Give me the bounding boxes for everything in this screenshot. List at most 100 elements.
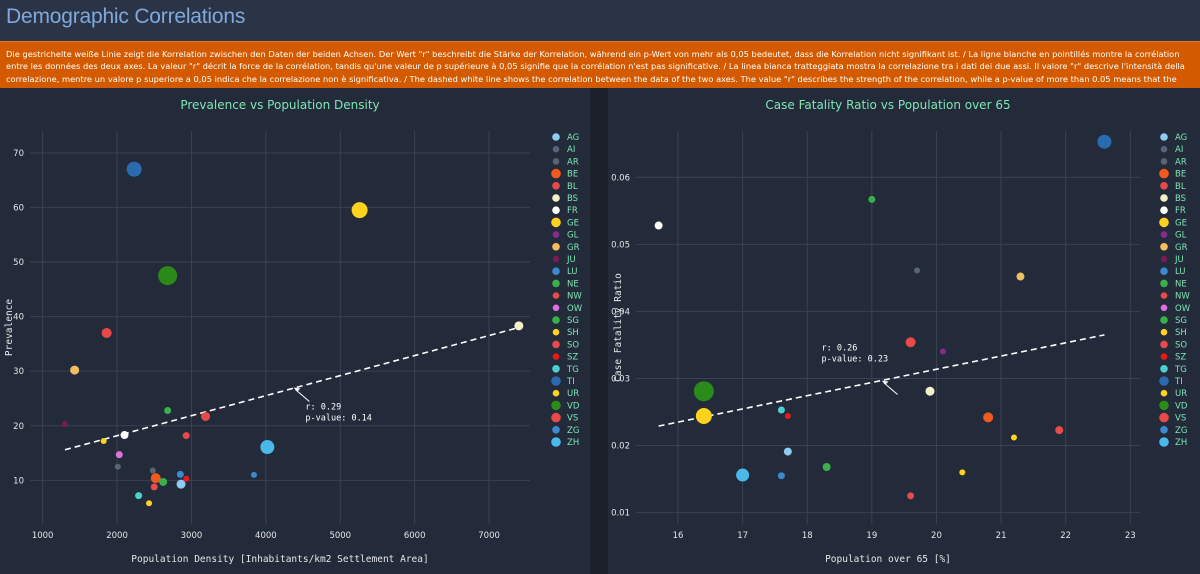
legend-marker-bl[interactable] <box>1160 182 1168 190</box>
data-point-bs[interactable] <box>514 321 524 331</box>
data-point-so[interactable] <box>182 432 190 440</box>
legend-label-ai[interactable]: AI <box>567 145 575 155</box>
legend-marker-sg[interactable] <box>1160 316 1168 324</box>
data-point-bl[interactable] <box>201 411 211 421</box>
legend-label-so[interactable]: SO <box>567 340 579 350</box>
legend-label-ow[interactable]: OW <box>1175 304 1191 314</box>
legend-label-zh[interactable]: ZH <box>1175 438 1187 448</box>
legend-label-ne[interactable]: NE <box>567 279 579 289</box>
legend-marker-ag[interactable] <box>552 133 560 141</box>
data-point-ge[interactable] <box>351 202 368 219</box>
data-point-gr[interactable] <box>1016 272 1025 281</box>
legend-label-sh[interactable]: SH <box>567 328 579 338</box>
legend-label-sh[interactable]: SH <box>1175 328 1187 338</box>
legend-marker-ar[interactable] <box>552 158 560 165</box>
data-point-ur[interactable] <box>100 438 107 445</box>
legend-label-vs[interactable]: VS <box>567 414 578 424</box>
legend-marker-ti[interactable] <box>551 376 561 386</box>
data-point-ne[interactable] <box>868 195 876 203</box>
legend-label-vs[interactable]: VS <box>1175 414 1186 424</box>
legend-label-gl[interactable]: GL <box>567 231 579 241</box>
legend-label-so[interactable]: SO <box>1175 340 1187 350</box>
data-point-fr[interactable] <box>120 431 129 440</box>
data-point-ti[interactable] <box>126 161 142 177</box>
legend-marker-ag[interactable] <box>1160 133 1168 141</box>
legend-marker-fr[interactable] <box>552 206 560 214</box>
legend-marker-ge[interactable] <box>1159 217 1169 228</box>
legend-marker-so[interactable] <box>552 340 560 349</box>
legend-label-ur[interactable]: UR <box>567 389 579 399</box>
legend-marker-ai[interactable] <box>1160 145 1168 153</box>
data-point-bs[interactable] <box>925 386 935 396</box>
data-point-sh[interactable] <box>959 469 966 476</box>
legend-label-zg[interactable]: ZG <box>567 426 579 436</box>
legend-label-ai[interactable]: AI <box>1175 145 1183 155</box>
legend-marker-sz[interactable] <box>1160 353 1168 360</box>
legend-marker-vd[interactable] <box>551 400 561 411</box>
legend-label-ar[interactable]: AR <box>567 157 579 167</box>
data-point-ur[interactable] <box>1011 434 1017 441</box>
data-point-ow[interactable] <box>115 451 123 459</box>
data-point-nw[interactable] <box>150 483 158 491</box>
data-point-fr[interactable] <box>654 221 663 230</box>
legend-label-ju[interactable]: JU <box>566 255 576 265</box>
legend-label-tg[interactable]: TG <box>566 365 579 375</box>
data-point-ne[interactable] <box>164 406 172 414</box>
data-point-vs[interactable] <box>101 327 112 338</box>
legend-label-sz[interactable]: SZ <box>567 353 578 363</box>
legend-label-lu[interactable]: LU <box>567 267 578 277</box>
legend-label-be[interactable]: BE <box>567 170 578 180</box>
legend-marker-lu[interactable] <box>1160 267 1168 275</box>
legend-label-sg[interactable]: SG <box>567 316 579 326</box>
legend-label-vd[interactable]: VD <box>567 401 580 411</box>
legend-marker-ju[interactable] <box>1160 255 1168 263</box>
legend-marker-so[interactable] <box>1160 340 1168 349</box>
legend-label-sg[interactable]: SG <box>1175 316 1187 326</box>
legend-label-ti[interactable]: TI <box>566 377 575 387</box>
data-point-sh[interactable] <box>146 500 153 507</box>
legend-marker-bl[interactable] <box>552 182 560 190</box>
legend-label-gr[interactable]: GR <box>1175 243 1188 253</box>
legend-marker-ju[interactable] <box>552 255 560 263</box>
chart-cfr-vs-population-65[interactable]: Case Fatality Ratio vs Population over 6… <box>608 88 1200 574</box>
legend-label-ju[interactable]: JU <box>1174 255 1184 265</box>
legend-marker-ne[interactable] <box>552 279 560 288</box>
legend-marker-gl[interactable] <box>552 231 560 238</box>
legend-label-ur[interactable]: UR <box>1175 389 1187 399</box>
legend-marker-zg[interactable] <box>552 426 560 434</box>
data-point-be[interactable] <box>983 412 994 423</box>
data-point-tg[interactable] <box>135 492 143 500</box>
legend-marker-gr[interactable] <box>552 243 560 251</box>
legend-marker-tg[interactable] <box>552 365 560 373</box>
legend-label-bl[interactable]: BL <box>1175 182 1186 192</box>
data-point-tg[interactable] <box>777 406 785 414</box>
data-point-zg[interactable] <box>250 471 257 478</box>
data-point-ti[interactable] <box>1097 134 1112 149</box>
chart-prevalence-vs-density[interactable]: Prevalence vs Population Density 1000 2000… <box>0 88 590 574</box>
legend-marker-sh[interactable] <box>552 328 560 336</box>
legend-label-nw[interactable]: NW <box>1175 292 1190 302</box>
data-point-ai[interactable] <box>914 267 921 274</box>
data-point-vs[interactable] <box>1055 426 1064 435</box>
legend-label-zg[interactable]: ZG <box>1175 426 1187 436</box>
legend-marker-sh[interactable] <box>1160 328 1168 336</box>
legend-marker-vd[interactable] <box>1159 400 1169 411</box>
legend-label-ag[interactable]: AG <box>567 133 579 143</box>
data-point-ag[interactable] <box>783 447 792 456</box>
data-point-bl[interactable] <box>905 337 916 348</box>
legend-label-tg[interactable]: TG <box>1174 365 1187 375</box>
data-point-ge[interactable] <box>695 408 712 425</box>
legend-label-ne[interactable]: NE <box>1175 279 1187 289</box>
legend-marker-sz[interactable] <box>552 353 560 360</box>
legend-label-bs[interactable]: BS <box>1175 194 1186 204</box>
legend-marker-nw[interactable] <box>1160 292 1168 299</box>
data-point-vd[interactable] <box>693 381 714 402</box>
legend-marker-bs[interactable] <box>1160 194 1168 202</box>
data-point-zh[interactable] <box>260 440 275 455</box>
legend-marker-ar[interactable] <box>1160 158 1168 165</box>
legend-marker-ne[interactable] <box>1160 279 1168 288</box>
legend-label-gl[interactable]: GL <box>1175 231 1187 241</box>
legend-marker-be[interactable] <box>1159 168 1169 179</box>
legend-label-be[interactable]: BE <box>1175 170 1186 180</box>
data-point-sg[interactable] <box>159 477 168 486</box>
